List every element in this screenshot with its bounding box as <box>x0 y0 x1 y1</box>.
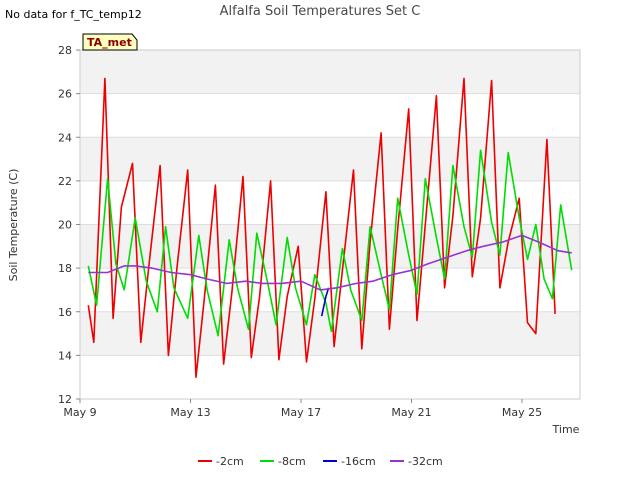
background-bands <box>80 50 580 356</box>
x-tick-label: May 17 <box>281 406 321 419</box>
series-layer <box>87 77 573 378</box>
x-axis-label: Time <box>552 423 580 436</box>
y-tick-label: 12 <box>58 393 72 406</box>
y-tick-label: 16 <box>58 306 72 319</box>
legend-label: -8cm <box>278 455 306 468</box>
legend-label: -32cm <box>408 455 443 468</box>
y-tick-label: 28 <box>58 44 72 57</box>
y-tick-label: 20 <box>58 219 72 232</box>
series-line-8cm <box>87 149 573 337</box>
ta-met-badge: TA_met <box>82 33 138 51</box>
y-tick-label: 22 <box>58 175 72 188</box>
y-tick-label: 14 <box>58 349 72 362</box>
x-tick-label: May 9 <box>63 406 96 419</box>
badge-label: TA_met <box>87 36 132 49</box>
y-tick-label: 18 <box>58 262 72 275</box>
grid-band <box>80 311 580 356</box>
legend: -2cm -8cm -16cm -32cm <box>198 455 443 468</box>
grid-band <box>80 50 580 94</box>
chart-title: Alfalfa Soil Temperatures Set C <box>220 4 421 19</box>
x-tick-label: May 21 <box>391 406 431 419</box>
x-tick-label: May 13 <box>170 406 210 419</box>
series-line-32cm <box>88 234 572 291</box>
series-line-16cm <box>320 287 330 317</box>
y-tick-label: 26 <box>58 88 72 101</box>
y-axis: 12 14 16 18 20 22 24 26 28 <box>58 44 80 406</box>
badge-shape <box>82 33 138 51</box>
x-axis: May 9 May 13 May 17 May 21 May 25 <box>63 399 542 419</box>
y-tick-label: 24 <box>58 131 72 144</box>
legend-label: -2cm <box>216 455 244 468</box>
grid-band <box>80 137 580 181</box>
plot-area <box>79 49 581 400</box>
x-tick-label: May 25 <box>502 406 542 419</box>
legend-label: -16cm <box>341 455 376 468</box>
no-data-note: No data for f_TC_temp12 <box>5 8 142 21</box>
y-axis-label: Soil Temperature (C) <box>7 169 20 282</box>
